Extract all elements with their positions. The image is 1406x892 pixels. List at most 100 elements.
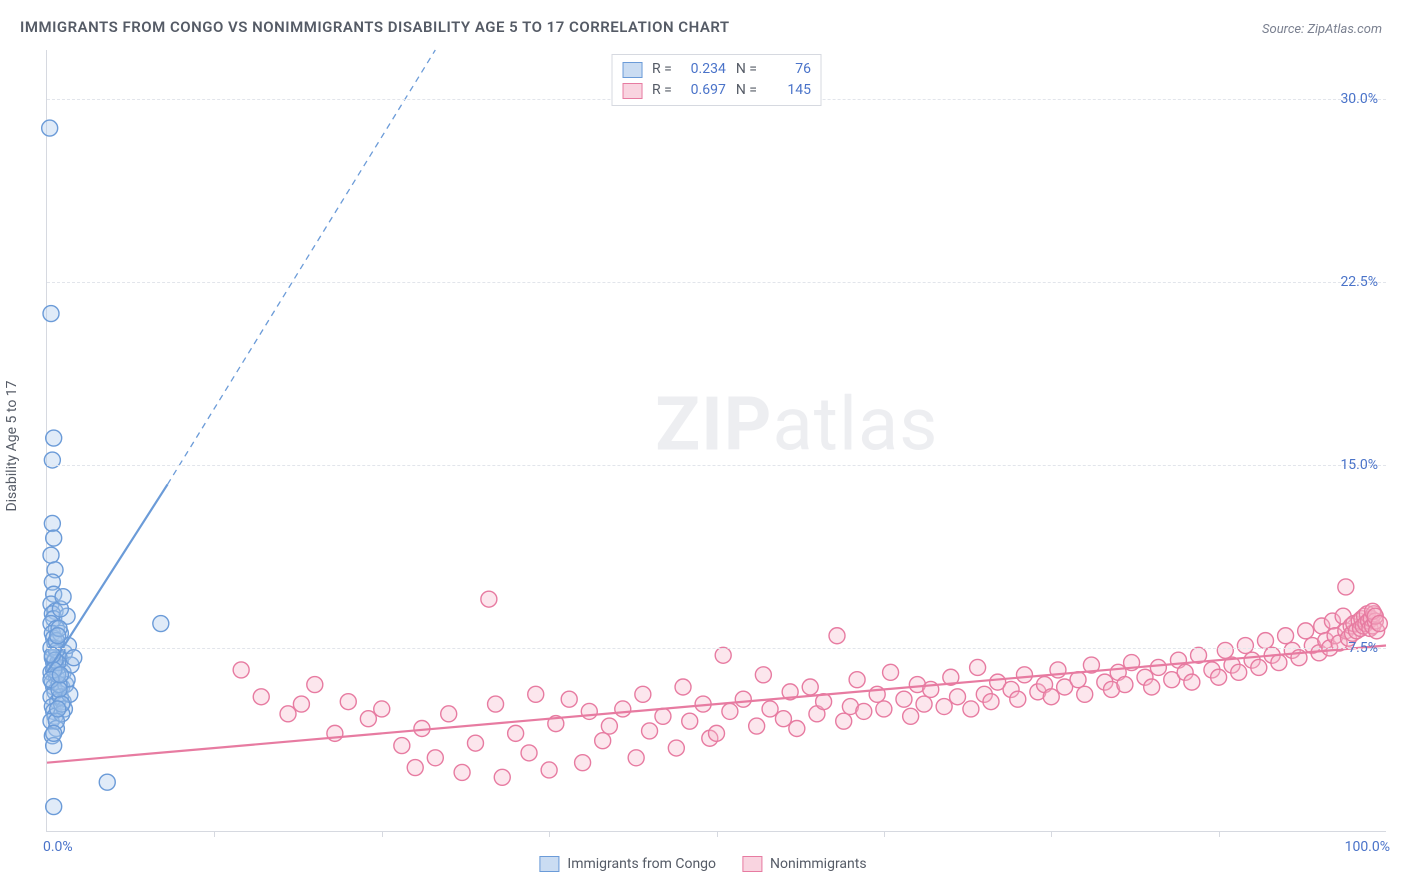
legend-N-label: N = (736, 59, 757, 80)
scatter-point-nonimmigrants (1211, 669, 1227, 685)
y-axis-title: Disability Age 5 to 17 (4, 380, 20, 511)
scatter-point-nonimmigrants (1231, 664, 1247, 680)
scatter-point-nonimmigrants (635, 686, 651, 702)
legend-item-congo[interactable]: Immigrants from Congo (539, 856, 716, 872)
y-tick-label: 7.5% (1348, 640, 1378, 656)
scatter-point-congo (50, 701, 66, 717)
scatter-point-nonimmigrants (1070, 672, 1086, 688)
scatter-point-nonimmigrants (849, 672, 865, 688)
scatter-point-nonimmigrants (561, 691, 577, 707)
scatter-point-nonimmigrants (682, 713, 698, 729)
x-tick (1051, 831, 1052, 837)
scatter-point-nonimmigrants (755, 667, 771, 683)
scatter-point-nonimmigrants (950, 689, 966, 705)
scatter-point-congo (46, 530, 62, 546)
scatter-point-nonimmigrants (642, 723, 658, 739)
scatter-point-nonimmigrants (1271, 655, 1287, 671)
scatter-point-nonimmigrants (983, 694, 999, 710)
trend-line-ext-congo (168, 50, 436, 484)
scatter-point-nonimmigrants (1237, 638, 1253, 654)
scatter-point-nonimmigrants (655, 708, 671, 724)
chart-title: IMMIGRANTS FROM CONGO VS NONIMMIGRANTS D… (20, 18, 730, 36)
legend-N-value: 76 (767, 59, 811, 80)
scatter-point-nonimmigrants (735, 691, 751, 707)
scatter-point-nonimmigrants (280, 706, 296, 722)
scatter-point-congo (66, 650, 82, 666)
scatter-point-nonimmigrants (1117, 677, 1133, 693)
scatter-point-nonimmigrants (896, 691, 912, 707)
source-link[interactable]: ZipAtlas.com (1307, 22, 1382, 37)
scatter-point-nonimmigrants (856, 703, 872, 719)
scatter-point-nonimmigrants (427, 750, 443, 766)
scatter-point-nonimmigrants (253, 689, 269, 705)
legend-item-nonimmigrants[interactable]: Nonimmigrants (742, 856, 867, 872)
scatter-point-nonimmigrants (668, 740, 684, 756)
legend-N-label: N = (736, 80, 757, 101)
scatter-point-nonimmigrants (307, 677, 323, 693)
legend-series: Immigrants from Congo Nonimmigrants (539, 856, 866, 872)
legend-R-value: 0.234 (682, 59, 726, 80)
scatter-point-nonimmigrants (467, 735, 483, 751)
scatter-point-nonimmigrants (1016, 667, 1032, 683)
scatter-point-nonimmigrants (762, 701, 778, 717)
scatter-point-nonimmigrants (481, 591, 497, 607)
legend-correlation: R =0.234N =76R =0.697N =145 (611, 54, 822, 106)
scatter-point-nonimmigrants (789, 720, 805, 736)
scatter-point-nonimmigrants (749, 718, 765, 734)
legend-swatch-congo (539, 856, 559, 872)
scatter-point-nonimmigrants (1150, 659, 1166, 675)
scatter-point-nonimmigrants (883, 664, 899, 680)
scatter-point-nonimmigrants (488, 696, 504, 712)
scatter-point-nonimmigrants (1217, 642, 1233, 658)
scatter-point-nonimmigrants (675, 679, 691, 695)
scatter-point-nonimmigrants (521, 745, 537, 761)
scatter-point-nonimmigrants (394, 738, 410, 754)
scatter-point-nonimmigrants (1077, 686, 1093, 702)
y-tick-label: 15.0% (1340, 457, 1378, 473)
source-attribution: Source: ZipAtlas.com (1262, 22, 1382, 37)
legend-label-congo: Immigrants from Congo (567, 856, 716, 872)
source-label: Source: (1262, 22, 1304, 37)
scatter-point-nonimmigrants (916, 696, 932, 712)
scatter-point-nonimmigrants (233, 662, 249, 678)
scatter-point-congo (42, 120, 58, 136)
scatter-point-nonimmigrants (454, 764, 470, 780)
scatter-point-nonimmigrants (581, 703, 597, 719)
scatter-point-nonimmigrants (970, 659, 986, 675)
scatter-point-nonimmigrants (528, 686, 544, 702)
scatter-point-nonimmigrants (903, 708, 919, 724)
legend-R-value: 0.697 (682, 80, 726, 101)
scatter-point-congo (99, 774, 115, 790)
trend-line-nonimmigrants (47, 646, 1386, 763)
scatter-point-nonimmigrants (494, 769, 510, 785)
scatter-point-nonimmigrants (340, 694, 356, 710)
x-tick (1219, 831, 1220, 837)
gridline (47, 465, 1386, 466)
x-tick (549, 831, 550, 837)
scatter-point-nonimmigrants (1251, 659, 1267, 675)
scatter-point-nonimmigrants (1371, 616, 1387, 632)
scatter-point-nonimmigrants (1010, 691, 1026, 707)
scatter-point-congo (55, 589, 71, 605)
scatter-point-nonimmigrants (775, 711, 791, 727)
scatter-point-congo (46, 430, 62, 446)
scatter-point-congo (51, 681, 67, 697)
scatter-point-nonimmigrants (628, 750, 644, 766)
legend-swatch-nonimmigrants (622, 83, 642, 99)
scatter-point-nonimmigrants (1144, 679, 1160, 695)
scatter-point-nonimmigrants (1257, 633, 1273, 649)
gridline (47, 648, 1386, 649)
scatter-point-congo (50, 628, 66, 644)
scatter-point-nonimmigrants (601, 718, 617, 734)
scatter-point-congo (153, 616, 169, 632)
scatter-svg (47, 50, 1386, 831)
legend-corr-row-congo: R =0.234N =76 (622, 59, 811, 80)
x-tick (382, 831, 383, 837)
legend-label-nonimmigrants: Nonimmigrants (770, 856, 867, 872)
scatter-point-nonimmigrants (595, 733, 611, 749)
x-tick (884, 831, 885, 837)
scatter-point-nonimmigrants (575, 755, 591, 771)
scatter-point-nonimmigrants (709, 725, 725, 741)
scatter-point-nonimmigrants (1338, 579, 1354, 595)
scatter-point-congo (44, 515, 60, 531)
